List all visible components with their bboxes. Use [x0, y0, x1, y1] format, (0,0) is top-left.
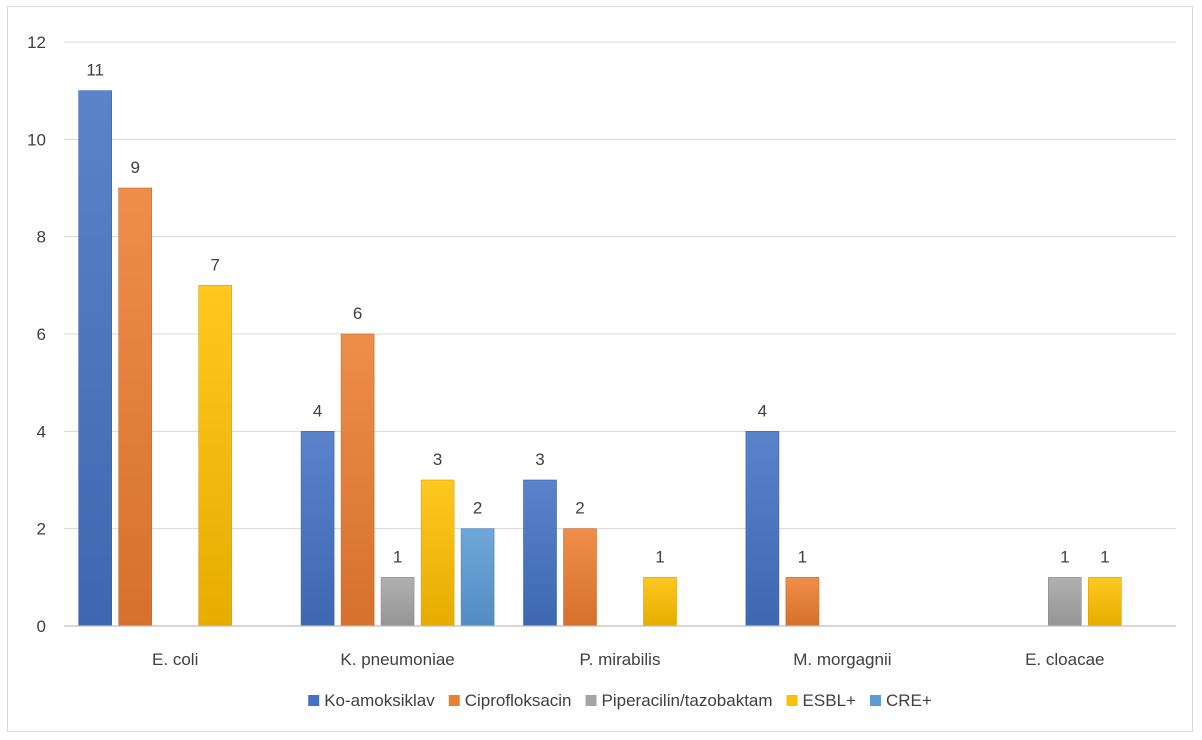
- legend: Ko-amoksiklav Ciprofloksacin Piperacilin/t…: [308, 691, 932, 710]
- legend-swatch-Ko-amoksiklav: [308, 695, 320, 706]
- legend-label-Ciprofloksacin: Ciprofloksacin: [465, 691, 572, 710]
- legend-label-CRE+: CRE+: [886, 691, 932, 710]
- data-label-Ko-amoksiklav-E. coli: 11: [86, 61, 104, 80]
- y-tick-label-6: 6: [37, 325, 46, 344]
- x-tick-label: P. mirabilis: [580, 650, 661, 669]
- bar-CRE+-K. pneumoniae: [460, 528, 495, 627]
- bar-Ciprofloksacin-E. coli: [118, 187, 152, 627]
- data-label-Piperacilin/tazobaktam-K. pneumoniae: 1: [393, 547, 402, 566]
- legend-swatch-Piperacilin/tazobaktam: [585, 695, 597, 706]
- data-label-ESBL+-E. coli: 7: [210, 255, 219, 274]
- legend-label-ESBL+: ESBL+: [803, 691, 856, 710]
- bar-Piperacilin/tazobaktam-K. pneumoniae: [380, 577, 415, 627]
- x-tick-label: K. pneumoniae: [340, 650, 454, 669]
- y-tick-label-10: 10: [27, 130, 46, 149]
- y-tick-label-12: 12: [27, 33, 46, 52]
- data-label-Ko-amoksiklav-M. morgagnii: 4: [758, 401, 767, 420]
- gridlines: [64, 41, 1176, 530]
- bar-Ciprofloksacin-M. morgagnii: [785, 577, 820, 627]
- bar-Ciprofloksacin-P. mirabilis: [563, 528, 597, 627]
- bar-Ciprofloksacin-K. pneumoniae: [340, 333, 375, 627]
- y-tick-label-2: 2: [37, 520, 46, 539]
- bar-ESBL+-E. coli: [198, 285, 232, 627]
- x-tick-label: E. cloacae: [1025, 650, 1104, 669]
- data-label-Ko-amoksiklav-K. pneumoniae: 4: [313, 401, 322, 420]
- legend-swatch-CRE+: [869, 695, 881, 706]
- x-tick-label: E. coli: [152, 650, 198, 669]
- data-label-Ciprofloksacin-K. pneumoniae: 6: [353, 304, 362, 323]
- data-label-ESBL+-P. mirabilis: 1: [655, 547, 664, 566]
- data-label-ESBL+-E. cloacae: 1: [1100, 547, 1109, 566]
- data-label-Ciprofloksacin-E. coli: 9: [130, 158, 139, 177]
- bar-Ko-amoksiklav-E. coli: [78, 90, 112, 627]
- legend-swatch-Ciprofloksacin: [448, 695, 460, 706]
- data-label-Ko-amoksiklav-P. mirabilis: 3: [535, 450, 544, 469]
- legend-swatch-ESBL+: [786, 695, 798, 706]
- bar-ESBL+-P. mirabilis: [643, 577, 677, 627]
- y-tick-label-8: 8: [37, 228, 46, 247]
- x-tick-label: M. morgagnii: [793, 650, 891, 669]
- y-tick-label-4: 4: [37, 422, 46, 441]
- data-label-CRE+-K. pneumoniae: 2: [473, 499, 482, 518]
- data-label-Piperacilin/tazobaktam-E. cloacae: 1: [1060, 547, 1069, 566]
- legend-label-Piperacilin/tazobaktam: Piperacilin/tazobaktam: [602, 691, 773, 710]
- data-label-Ciprofloksacin-M. morgagnii: 1: [798, 547, 807, 566]
- bar-ESBL+-K. pneumoniae: [420, 479, 455, 627]
- bar-Ko-amoksiklav-M. morgagnii: [745, 431, 780, 627]
- data-label-Ciprofloksacin-P. mirabilis: 2: [575, 499, 584, 518]
- bar-Piperacilin/tazobaktam-E. cloacae: [1048, 577, 1082, 627]
- data-label-ESBL+-K. pneumoniae: 3: [433, 450, 442, 469]
- bar-ESBL+-E. cloacae: [1088, 577, 1122, 627]
- bar-Ko-amoksiklav-K. pneumoniae: [300, 431, 335, 627]
- legend-label-Ko-amoksiklav: Ko-amoksiklav: [324, 691, 435, 710]
- y-tick-label-0: 0: [37, 617, 46, 636]
- bar-Ko-amoksiklav-P. mirabilis: [523, 479, 557, 627]
- bars: [78, 90, 1122, 627]
